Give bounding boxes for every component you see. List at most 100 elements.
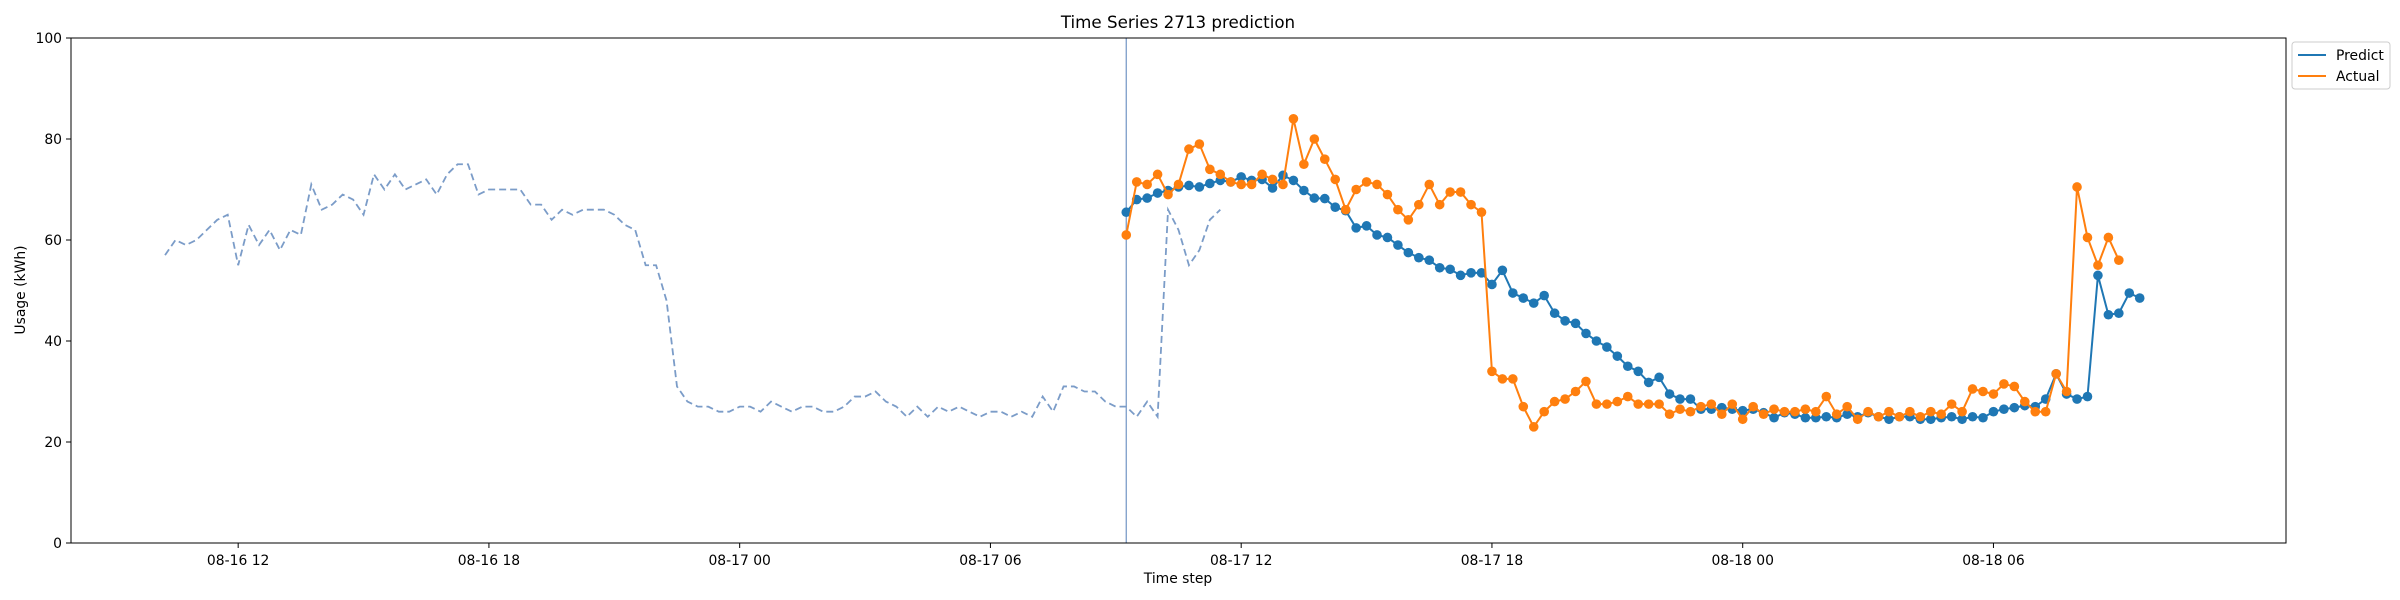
data-point-predict xyxy=(1685,394,1696,404)
data-point-actual xyxy=(1978,386,1988,397)
data-point-actual xyxy=(1873,411,1884,422)
data-point-predict xyxy=(1142,193,1152,203)
data-point-actual xyxy=(1560,394,1570,404)
data-point-actual xyxy=(1445,187,1455,197)
data-point-predict xyxy=(1800,412,1811,423)
data-point-predict xyxy=(1612,351,1623,361)
history-line xyxy=(164,163,1221,420)
data-point-actual xyxy=(1476,207,1487,218)
data-point-actual xyxy=(1842,401,1852,412)
y-axis: 0 20 40 60 80 100 xyxy=(35,31,71,552)
data-point-predict xyxy=(1518,293,1529,303)
data-point-predict xyxy=(1821,411,1832,422)
data-point-predict xyxy=(2134,293,2145,303)
data-point-predict xyxy=(1288,175,1299,186)
data-point-actual xyxy=(1549,396,1560,407)
data-point-actual xyxy=(1319,154,1330,164)
data-point-predict xyxy=(1967,411,1978,422)
data-point-actual xyxy=(1915,411,1926,422)
data-point-predict xyxy=(1602,342,1612,352)
data-point-actual xyxy=(1163,189,1173,200)
x-tick-label: 08-17 00 xyxy=(708,553,770,569)
data-point-predict xyxy=(1466,268,1476,278)
data-point-predict xyxy=(1633,366,1644,377)
data-point-predict xyxy=(1299,185,1309,196)
y-tick-label: 60 xyxy=(44,233,62,249)
plot-frame xyxy=(70,37,2287,544)
data-point-predict xyxy=(1591,336,1602,346)
data-point-actual xyxy=(1173,179,1184,190)
data-point-actual xyxy=(1330,174,1341,185)
data-point-actual xyxy=(1602,399,1612,409)
data-point-predict xyxy=(1455,270,1466,281)
data-point-actual xyxy=(1999,379,2009,389)
data-point-actual xyxy=(1236,179,1246,190)
data-point-predict xyxy=(1978,412,1988,423)
legend-label-actual: Actual xyxy=(2336,69,2380,85)
data-point-actual xyxy=(1382,189,1393,200)
data-point-actual xyxy=(1811,406,1821,417)
data-point-actual xyxy=(1184,144,1194,154)
data-point-predict xyxy=(1654,372,1664,383)
data-point-predict xyxy=(1560,316,1570,326)
data-point-actual xyxy=(1246,179,1257,190)
data-point-predict xyxy=(1361,221,1372,231)
data-point-actual xyxy=(1225,177,1236,187)
x-tick-label: 08-18 06 xyxy=(1962,553,2024,569)
data-point-predict xyxy=(1549,308,1560,319)
data-point-actual xyxy=(2030,406,2041,417)
data-point-actual xyxy=(1424,179,1435,190)
data-point-actual xyxy=(1215,169,1226,180)
data-point-predict xyxy=(2103,309,2114,320)
data-point-predict xyxy=(2114,308,2124,319)
data-point-actual xyxy=(1800,404,1811,414)
data-point-actual xyxy=(1717,409,1727,420)
data-point-actual xyxy=(1946,399,1957,409)
data-point-predict xyxy=(1988,406,1999,417)
data-point-actual xyxy=(1508,374,1518,384)
x-axis-title: Time step xyxy=(1143,571,1213,587)
data-point-actual xyxy=(1758,409,1769,420)
data-point-actual xyxy=(1905,406,1915,417)
data-point-predict xyxy=(1236,172,1246,182)
data-point-predict xyxy=(1769,412,1779,423)
data-point-actual xyxy=(1925,406,1936,417)
data-point-predict xyxy=(1737,405,1748,416)
data-point-predict xyxy=(1372,230,1382,240)
data-point-actual xyxy=(1487,366,1497,377)
data-point-actual xyxy=(1852,414,1863,425)
data-point-actual xyxy=(1351,184,1361,195)
data-point-actual xyxy=(1769,404,1779,414)
data-point-actual xyxy=(1884,406,1894,417)
data-point-predict xyxy=(1121,207,1132,218)
x-tick-label: 08-17 12 xyxy=(1210,553,1272,569)
data-point-predict xyxy=(1351,223,1361,233)
data-point-actual xyxy=(1455,187,1466,197)
y-axis-title: Usage (kWh) xyxy=(13,245,29,334)
data-point-actual xyxy=(1267,174,1278,185)
data-point-actual xyxy=(1612,396,1623,407)
x-tick-label: 08-17 06 xyxy=(959,553,1021,569)
data-point-actual xyxy=(1591,399,1602,409)
data-point-actual xyxy=(1131,177,1142,187)
data-point-actual xyxy=(1497,374,1508,384)
data-point-predict xyxy=(1434,262,1445,273)
data-point-actual xyxy=(2040,406,2051,417)
y-tick-label: 0 xyxy=(53,536,62,552)
data-point-predict xyxy=(1476,268,1487,278)
legend-label-predict: Predict xyxy=(2336,48,2384,64)
data-point-actual xyxy=(1121,230,1132,240)
data-point-predict xyxy=(1330,202,1341,212)
x-tick-label: 08-16 18 xyxy=(458,553,520,569)
legend-box xyxy=(2291,41,2391,90)
data-point-predict xyxy=(1664,389,1675,399)
data-point-actual xyxy=(1988,389,1999,399)
y-tick-label: 80 xyxy=(44,132,62,148)
data-point-actual xyxy=(2051,369,2061,379)
data-point-predict xyxy=(1508,288,1518,298)
data-point-predict xyxy=(1957,414,1967,425)
data-point-predict xyxy=(1643,377,1654,388)
x-tick-label: 08-16 12 xyxy=(207,553,269,569)
data-point-predict xyxy=(1267,183,1278,193)
